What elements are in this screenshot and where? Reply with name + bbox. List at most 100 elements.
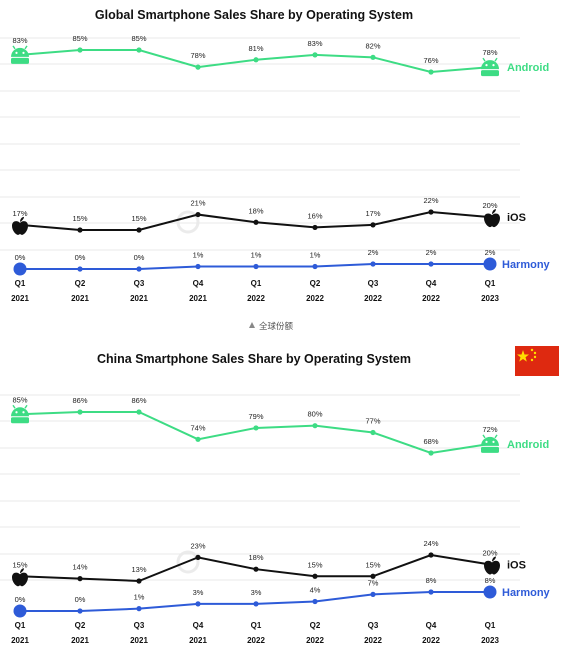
data-point <box>370 54 376 60</box>
data-label: 85% <box>12 395 27 404</box>
android-icon-head <box>11 407 29 417</box>
china-flag-small-star <box>530 348 534 352</box>
x-tick-label: Q4 <box>426 621 437 630</box>
data-point <box>136 266 142 272</box>
series-name-harmony: Harmony <box>502 259 551 271</box>
series-harmony: 0% 0% 0% 1% 1% 1% 2% 2% 2% Harmony <box>13 248 551 276</box>
x-tick-label: Q2 <box>75 621 86 630</box>
data-point <box>370 573 376 579</box>
data-label: 15% <box>131 214 146 223</box>
android-icon-body <box>481 446 499 453</box>
x-tick-label: Q2 <box>310 279 321 288</box>
data-point <box>136 578 142 584</box>
data-label: 17% <box>12 209 27 218</box>
china-flag-star <box>517 350 529 362</box>
android-icon-head <box>11 47 29 57</box>
x-tick-label: Q3 <box>368 621 379 630</box>
series-name-ios: iOS <box>507 559 526 571</box>
data-label: 3% <box>193 588 204 597</box>
x-tick-label: Q3 <box>134 279 145 288</box>
caption-text: 全球份额 <box>259 321 294 331</box>
data-label: 0% <box>134 253 145 262</box>
apple-icon-leaf <box>20 216 24 222</box>
harmony-icon-dot <box>483 257 497 271</box>
android-icon-antenna <box>482 434 486 439</box>
data-label: 3% <box>251 588 262 597</box>
data-point <box>253 219 259 225</box>
data-label: 23% <box>190 541 205 550</box>
data-point <box>136 227 142 233</box>
harmony-icon <box>13 604 27 618</box>
apple-icon-leaf <box>492 556 496 562</box>
android-icon-eye <box>492 440 495 443</box>
x-tick-label: 2023 <box>481 636 499 645</box>
series-name-ios: iOS <box>507 212 526 224</box>
android-icon-antenna <box>24 404 28 409</box>
harmony-icon-dot <box>483 585 497 599</box>
data-label: 7% <box>368 578 379 587</box>
data-point <box>136 47 142 53</box>
apple-icon-leaf <box>20 568 24 574</box>
data-point <box>428 589 434 595</box>
china-flag-small-star <box>533 355 537 359</box>
data-point <box>312 423 318 429</box>
android-icon <box>481 434 499 453</box>
x-tick-label: 2022 <box>306 636 324 645</box>
x-tick-label: Q1 <box>485 621 496 630</box>
android-icon-head <box>481 436 499 446</box>
data-label: 79% <box>248 412 263 421</box>
data-label: 0% <box>75 253 86 262</box>
china-chart: China Smartphone Sales Share by Operatin… <box>0 346 559 645</box>
android-icon-antenna <box>482 57 486 62</box>
data-label: 78% <box>190 51 205 60</box>
harmony-icon <box>483 585 497 599</box>
harmony-icon-dot <box>13 262 27 276</box>
harmony-icon <box>13 262 27 276</box>
apple-icon-body <box>484 213 500 228</box>
series-name-android: Android <box>507 439 549 451</box>
x-tick-label: 2022 <box>422 636 440 645</box>
x-tick-label: Q4 <box>426 279 437 288</box>
data-point <box>370 261 376 267</box>
data-point <box>136 606 142 612</box>
data-point <box>370 591 376 597</box>
android-icon-antenna <box>12 404 16 409</box>
android-icon-eye <box>485 440 488 443</box>
android-icon-eye <box>15 411 18 414</box>
apple-icon <box>484 209 500 228</box>
data-label: 1% <box>251 251 262 260</box>
data-point <box>195 64 201 70</box>
data-label: 8% <box>426 576 437 585</box>
data-label: 78% <box>482 48 497 57</box>
caption-triangle-icon <box>249 322 255 328</box>
x-tick-label: 2021 <box>11 294 29 303</box>
x-tick-label: 2022 <box>364 636 382 645</box>
x-tick-label: Q4 <box>193 279 204 288</box>
data-label: 0% <box>15 595 26 604</box>
data-label: 18% <box>248 553 263 562</box>
data-label: 16% <box>307 211 322 220</box>
data-label: 86% <box>131 396 146 405</box>
data-point <box>77 608 83 614</box>
data-point <box>428 69 434 75</box>
data-label: 0% <box>75 595 86 604</box>
series-ios: 17% 15% 15% 21% 18% 16% 17% 22% 20% iOS <box>12 196 526 235</box>
apple-icon <box>12 216 28 235</box>
data-label: 0% <box>15 253 26 262</box>
x-tick-label: Q1 <box>15 279 26 288</box>
apple-icon <box>484 556 500 575</box>
data-point <box>77 47 83 53</box>
x-tick-label: 2021 <box>189 294 207 303</box>
data-label: 14% <box>72 563 87 572</box>
data-point <box>253 57 259 63</box>
data-label: 2% <box>485 248 496 257</box>
x-tick-label: 2022 <box>247 294 265 303</box>
android-icon-eye <box>22 411 25 414</box>
china-flag-small-star <box>530 358 534 362</box>
data-point <box>312 263 318 270</box>
data-label: 72% <box>482 425 497 434</box>
data-point <box>312 598 318 605</box>
data-label: 68% <box>423 437 438 446</box>
data-label: 81% <box>248 44 263 53</box>
apple-icon-body <box>484 560 500 575</box>
